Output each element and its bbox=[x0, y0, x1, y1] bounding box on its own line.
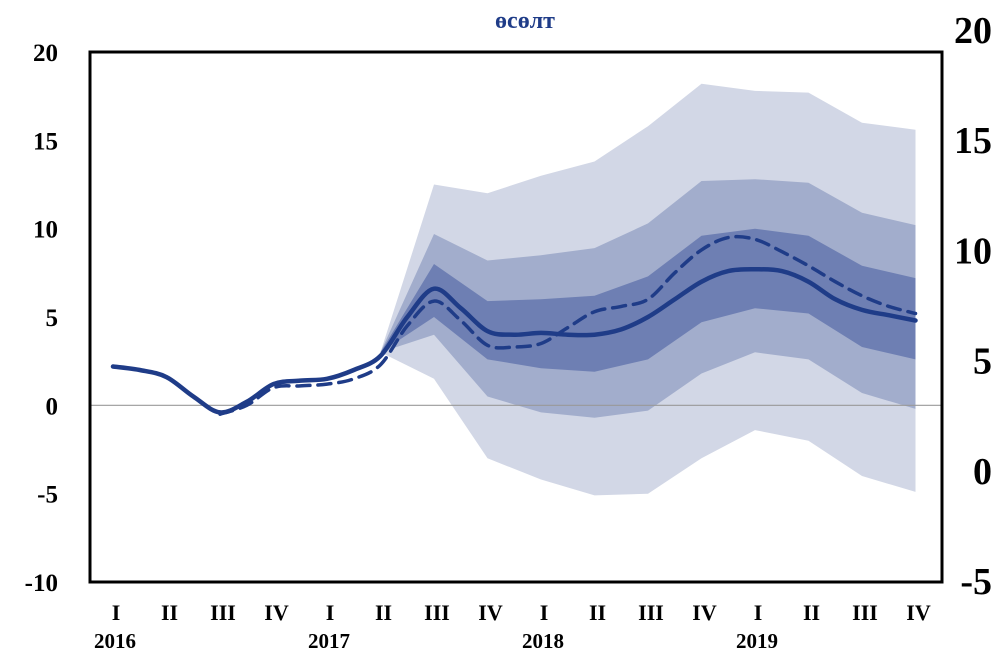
x-quarter-label: IV bbox=[906, 600, 931, 625]
x-quarter-label: I bbox=[326, 600, 335, 625]
x-quarter-label: IV bbox=[478, 600, 503, 625]
left-y-axis: 20 15 10 5 0 -5 -10 bbox=[25, 40, 58, 597]
left-y-tick-label: 0 bbox=[46, 393, 59, 420]
left-y-tick-label: 10 bbox=[33, 217, 58, 244]
solid-series-line bbox=[110, 267, 918, 415]
left-y-tick-label: 20 bbox=[33, 40, 58, 67]
x-quarter-label: III bbox=[852, 600, 878, 625]
chart-title: өсөлт bbox=[495, 8, 555, 34]
right-y-tick-label: 15 bbox=[954, 120, 992, 162]
x-quarter-label: IV bbox=[264, 600, 289, 625]
x-quarter-label: I bbox=[112, 600, 121, 625]
confidence-bands bbox=[380, 83, 916, 496]
x-quarter-label: III bbox=[210, 600, 236, 625]
right-y-tick-label: 0 bbox=[973, 451, 992, 493]
left-y-tick-label: -5 bbox=[37, 482, 58, 509]
series-lines bbox=[110, 234, 918, 416]
x-quarter-label: III bbox=[424, 600, 450, 625]
x-quarter-label: II bbox=[589, 600, 606, 625]
x-quarter-label: IV bbox=[692, 600, 717, 625]
x-quarter-label: I bbox=[754, 600, 763, 625]
x-quarter-label: II bbox=[803, 600, 820, 625]
right-y-tick-label: -5 bbox=[960, 561, 992, 603]
left-y-tick-label: -10 bbox=[25, 570, 58, 597]
left-y-tick-label: 15 bbox=[33, 128, 58, 155]
left-y-tick-label: 5 bbox=[46, 305, 59, 332]
x-quarter-label: III bbox=[638, 600, 664, 625]
right-y-tick-label: 10 bbox=[954, 230, 992, 272]
x-year-label: 2017 bbox=[308, 629, 350, 653]
dashed-series-line bbox=[218, 234, 918, 416]
x-year-label: 2016 bbox=[94, 629, 136, 653]
right-y-tick-label: 20 bbox=[954, 10, 992, 52]
plot-frame bbox=[88, 50, 944, 584]
right-y-axis: 20 15 10 5 0 -5 bbox=[954, 10, 992, 603]
x-year-label: 2018 bbox=[522, 629, 564, 653]
right-y-tick-label: 5 bbox=[973, 341, 992, 383]
x-year-label: 2019 bbox=[736, 629, 778, 653]
x-quarter-label: II bbox=[161, 600, 178, 625]
x-quarter-label: II bbox=[375, 600, 392, 625]
x-quarter-label: I bbox=[540, 600, 549, 625]
